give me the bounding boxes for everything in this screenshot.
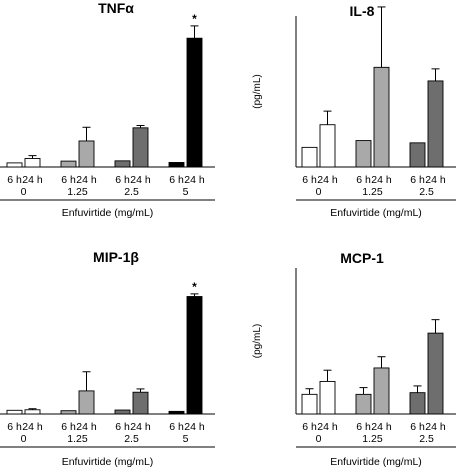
x-axis-label: Enfuvirtide (mg/mL) — [62, 456, 154, 468]
bar-0-24h — [25, 159, 40, 167]
bar-5-6h — [169, 162, 184, 167]
time-tick-label: 24 h — [22, 421, 43, 433]
category-tick-label: 2.5 — [124, 186, 139, 198]
time-tick-label: 24 h — [371, 174, 392, 186]
time-tick-label: 6 h — [356, 174, 371, 186]
time-tick-label: 24 h — [371, 421, 392, 433]
bar-0-6h — [302, 147, 317, 167]
chart-panel-2: MIP-1β6 h24 h06 h24 h1.256 h24 h2.56 h24… — [0, 249, 215, 468]
category-tick-label: 0 — [316, 186, 322, 198]
bar-1.25-6h — [61, 161, 76, 167]
y-axis-label: (pg/mL) — [252, 324, 263, 358]
time-tick-label: 24 h — [425, 421, 446, 433]
category-tick-label: 5 — [183, 186, 189, 198]
category-tick-label: 1.25 — [67, 433, 88, 445]
category-tick-label: 2.5 — [124, 433, 139, 445]
bar-2.5-24h — [428, 81, 443, 167]
x-axis-label: Enfuvirtide (mg/mL) — [62, 207, 154, 219]
time-tick-label: 24 h — [76, 421, 97, 433]
bar-2.5-24h — [428, 333, 443, 414]
time-tick-label: 6 h — [169, 174, 184, 186]
time-tick-label: 24 h — [317, 174, 338, 186]
bar-2.5-24h — [133, 392, 148, 414]
time-tick-label: 24 h — [184, 421, 205, 433]
chart-title: TNFα — [98, 0, 134, 16]
time-tick-label: 6 h — [115, 174, 130, 186]
category-tick-label: 0 — [316, 433, 322, 445]
bar-1.25-24h — [79, 141, 94, 167]
category-tick-label: 2.5 — [419, 433, 434, 445]
bar-5-6h — [169, 411, 184, 414]
time-tick-label: 6 h — [302, 174, 317, 186]
chart-panel-0: TNFα6 h24 h06 h24 h1.256 h24 h2.56 h24 h… — [0, 0, 215, 219]
bar-1.25-24h — [374, 368, 389, 414]
chart-title: MCP-1 — [340, 250, 384, 266]
bar-2.5-6h — [115, 410, 130, 414]
time-tick-label: 6 h — [61, 421, 76, 433]
bar-2.5-6h — [115, 161, 130, 167]
time-tick-label: 6 h — [410, 174, 425, 186]
category-tick-label: 1.25 — [362, 186, 383, 198]
bar-2.5-24h — [133, 128, 148, 167]
bar-0-6h — [302, 394, 317, 414]
time-tick-label: 24 h — [76, 174, 97, 186]
time-tick-label: 24 h — [130, 421, 151, 433]
significance-star: * — [192, 12, 197, 26]
bar-1.25-24h — [374, 67, 389, 167]
chart-panel-1: IL-8(pg/mL)6 h24 h06 h24 h1.256 h24 h2.5… — [252, 3, 456, 219]
time-tick-label: 24 h — [425, 174, 446, 186]
x-axis-label: Enfuvirtide (mg/mL) — [330, 207, 422, 219]
chart-panel-3: MCP-1(pg/mL)6 h24 h06 h24 h1.256 h24 h2.… — [252, 250, 456, 468]
bar-0-6h — [7, 163, 22, 167]
bar-2.5-6h — [410, 393, 425, 414]
category-tick-label: 1.25 — [362, 433, 383, 445]
time-tick-label: 6 h — [115, 421, 130, 433]
time-tick-label: 6 h — [169, 421, 184, 433]
bar-0-6h — [7, 410, 22, 414]
time-tick-label: 6 h — [302, 421, 317, 433]
bar-1.25-6h — [356, 394, 371, 414]
time-tick-label: 6 h — [7, 174, 22, 186]
time-tick-label: 6 h — [61, 174, 76, 186]
bar-5-24h — [187, 38, 202, 167]
time-tick-label: 24 h — [184, 174, 205, 186]
bar-0-24h — [320, 125, 335, 167]
bar-2.5-6h — [410, 143, 425, 167]
significance-star: * — [192, 280, 197, 294]
time-tick-label: 6 h — [410, 421, 425, 433]
bar-1.25-6h — [356, 141, 371, 167]
bar-5-24h — [187, 297, 202, 414]
category-tick-label: 2.5 — [419, 186, 434, 198]
category-tick-label: 0 — [21, 186, 27, 198]
time-tick-label: 6 h — [356, 421, 371, 433]
bar-0-24h — [25, 410, 40, 414]
category-tick-label: 5 — [183, 433, 189, 445]
chart-title: MIP-1β — [93, 249, 139, 265]
x-axis-label: Enfuvirtide (mg/mL) — [330, 456, 422, 468]
category-tick-label: 0 — [21, 433, 27, 445]
bar-0-24h — [320, 381, 335, 414]
y-axis-label: (pg/mL) — [252, 74, 263, 108]
chart-title: IL-8 — [350, 3, 375, 19]
time-tick-label: 24 h — [22, 174, 43, 186]
time-tick-label: 24 h — [317, 421, 338, 433]
bar-1.25-24h — [79, 391, 94, 414]
category-tick-label: 1.25 — [67, 186, 88, 198]
time-tick-label: 6 h — [7, 421, 22, 433]
time-tick-label: 24 h — [130, 174, 151, 186]
bar-1.25-6h — [61, 411, 76, 414]
